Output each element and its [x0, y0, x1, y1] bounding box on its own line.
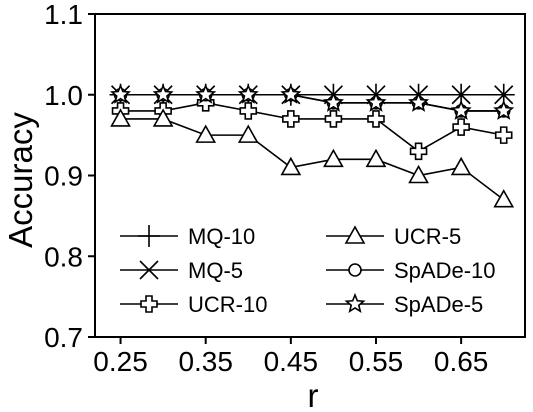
legend-entry-ucr-10: UCR-10 [120, 292, 267, 317]
x-tick-label: 0.35 [178, 346, 233, 377]
plot-frame [94, 13, 526, 338]
x-tick-label: 0.25 [93, 346, 148, 377]
legend-label: MQ-10 [188, 224, 255, 249]
data-point-spade-5 [195, 83, 217, 104]
legend: MQ-10 MQ-5 UCR-10 UCR-5 SpADe-10 SpADe-5 [120, 224, 496, 317]
legend-marker [140, 295, 158, 313]
legend-entry-spade-5: SpADe-5 [326, 292, 483, 317]
data-point-spade-5 [237, 83, 259, 104]
legend-marker [344, 292, 366, 313]
data-point-ucr-10 [282, 110, 300, 128]
data-point-spade-5 [109, 83, 132, 104]
data-point-spade-5 [152, 83, 174, 104]
y-tick-label: 1.1 [44, 0, 83, 30]
legend-label: UCR-10 [188, 292, 267, 317]
data-point-spade-5 [322, 91, 344, 112]
data-point-spade-5 [365, 91, 387, 112]
data-point-ucr-10 [409, 142, 428, 161]
legend-label: UCR-5 [394, 224, 461, 249]
y-tick-label: 0.9 [44, 161, 83, 192]
legend-label: SpADe-5 [394, 292, 483, 317]
legend-label: SpADe-10 [394, 258, 496, 283]
data-point-mq-5 [494, 85, 514, 105]
series-spade-5 [109, 83, 515, 120]
series-ucr-5 [110, 108, 515, 208]
data-point-ucr-5 [323, 148, 344, 168]
series-line-ucr-5 [120, 118, 505, 201]
x-tick-label: 0.45 [264, 346, 319, 377]
legend-label: MQ-5 [188, 258, 243, 283]
data-point-ucr-5 [280, 156, 302, 176]
data-point-ucr-5 [237, 124, 259, 143]
data-point-ucr-10 [239, 102, 258, 120]
y-tick-label: 1.0 [44, 80, 83, 111]
legend-marker [348, 263, 362, 277]
data-point-ucr-5 [408, 164, 429, 184]
legend-entry-ucr-5: UCR-5 [326, 224, 461, 249]
legend-entry-mq-10: MQ-10 [120, 224, 255, 249]
y-tick-label: 0.7 [44, 322, 83, 353]
data-point-ucr-5 [195, 124, 217, 143]
x-tick-label: 0.55 [349, 346, 404, 377]
y-axis-label: Accuracy [2, 112, 39, 248]
y-axis: 0.7 0.8 0.9 1.0 1.1 [44, 0, 95, 353]
x-axis-label: r [308, 377, 319, 412]
data-point-spade-5 [407, 91, 430, 112]
data-point-spade-5 [450, 99, 472, 120]
data-point-ucr-5 [493, 189, 515, 208]
series-layer [109, 83, 515, 208]
legend-marker [139, 260, 159, 280]
legend-marker [344, 225, 366, 244]
data-point-ucr-10 [324, 110, 343, 128]
series-spade-10 [113, 87, 511, 118]
legend-entry-mq-5: MQ-5 [120, 258, 243, 283]
series-ucr-10 [111, 94, 513, 161]
y-tick-label: 0.8 [44, 241, 83, 272]
data-point-ucr-5 [110, 108, 131, 127]
x-tick-label: 0.65 [434, 346, 489, 377]
series-line-ucr-10 [120, 102, 504, 153]
data-point-spade-5 [280, 83, 302, 104]
data-point-ucr-5 [450, 156, 472, 176]
data-point-ucr-5 [152, 108, 174, 127]
legend-marker [138, 225, 160, 247]
data-point-ucr-5 [365, 148, 387, 168]
data-point-spade-5 [493, 99, 515, 120]
data-point-ucr-10 [367, 110, 385, 128]
legend-entry-spade-10: SpADe-10 [326, 258, 496, 283]
x-axis: 0.25 0.35 0.45 0.55 0.65 [93, 337, 488, 377]
data-point-ucr-10 [452, 118, 470, 136]
data-point-ucr-10 [494, 126, 513, 144]
data-point-mq-5 [451, 85, 471, 105]
series-line-spade-5 [120, 93, 504, 112]
